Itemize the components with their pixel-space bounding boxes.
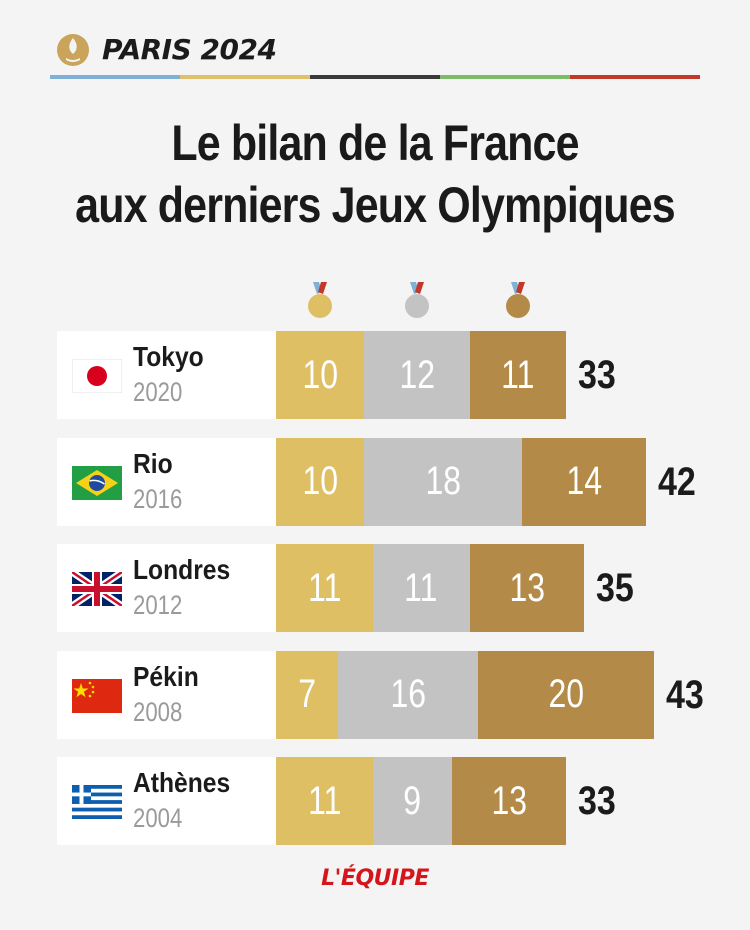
china-flag-icon (72, 678, 122, 713)
year-label: 2020 (133, 377, 183, 407)
bronze-value-label: 20 (548, 672, 585, 716)
city-label: Rio (133, 447, 173, 479)
lequipe-logo: L'ÉQUIPE (321, 866, 429, 891)
stripe-segment (50, 75, 180, 79)
brazil-flag-icon (72, 465, 122, 500)
city-label: Tokyo (133, 341, 204, 372)
chart-row: Londres 2012 11 11 13 35 (57, 544, 750, 632)
total-label: 33 (578, 779, 617, 823)
gold-value-label: 11 (307, 565, 342, 610)
header: PARIS 2024 (50, 28, 700, 84)
gold-bar-segment: 10 (276, 437, 364, 526)
paris-2024-logo-icon (57, 34, 89, 66)
medal-legend (0, 280, 750, 324)
total-label: 43 (666, 672, 705, 717)
total-label: 33 (578, 353, 617, 397)
stripe-segment (570, 75, 700, 79)
bronze-bar-segment: 11 (469, 331, 567, 419)
gold-value-label: 7 (297, 672, 316, 716)
gold-value-label: 10 (302, 352, 338, 397)
stripe-segment (440, 75, 570, 79)
silver-bar-segment: 18 (364, 437, 523, 526)
chart-title: Le bilan de la France aux derniers Jeux … (53, 112, 698, 236)
year-label: 2004 (133, 803, 183, 833)
silver-value-label: 9 (403, 778, 422, 823)
uk-flag-icon (72, 572, 122, 606)
year-label: 2016 (133, 483, 183, 514)
row-label: Londres 2012 (57, 544, 276, 632)
gold-bar-segment: 11 (276, 757, 373, 845)
bronze-value-label: 13 (491, 778, 527, 823)
bronze-bar-segment: 13 (452, 757, 567, 845)
gold-bar-segment: 11 (276, 544, 373, 632)
silver-bar-segment: 12 (364, 331, 470, 419)
color-stripe (50, 75, 700, 79)
chart-row: Rio 2016 10 18 14 42 (57, 437, 750, 526)
bronze-value-label: 13 (508, 565, 545, 610)
gold-value-label: 11 (307, 778, 342, 823)
bronze-bar-segment: 14 (522, 437, 646, 526)
silver-medal-icon (404, 282, 429, 318)
city-label: Londres (133, 554, 231, 585)
silver-value-label: 12 (398, 352, 435, 397)
chart-row: Athènes 2004 11 9 13 33 (57, 757, 750, 845)
chart-row: Tokyo 2020 10 12 11 33 (57, 331, 750, 419)
row-label: Rio 2016 (57, 437, 276, 526)
chart-row: Pékin 2008 7 16 20 43 (57, 650, 750, 739)
gold-medal-icon (308, 282, 332, 318)
year-label: 2008 (133, 696, 183, 727)
total-label: 35 (596, 566, 634, 610)
total-label: 42 (657, 459, 696, 504)
silver-bar-segment: 9 (372, 757, 452, 845)
year-label: 2012 (133, 590, 183, 620)
japan-flag-icon (72, 359, 122, 393)
gold-bar-segment: 10 (276, 331, 364, 419)
stripe-segment (180, 75, 310, 79)
bronze-bar-segment: 20 (478, 650, 655, 739)
city-label: Athènes (133, 767, 231, 798)
silver-value-label: 16 (390, 672, 426, 716)
city-label: Pékin (133, 660, 199, 692)
bronze-medal-icon (506, 282, 530, 318)
row-label: Tokyo 2020 (57, 331, 276, 419)
silver-bar-segment: 11 (372, 544, 470, 632)
silver-value-label: 18 (425, 459, 461, 503)
bronze-bar-segment: 13 (469, 544, 584, 632)
bronze-value-label: 11 (501, 352, 535, 397)
row-label: Athènes 2004 (57, 757, 276, 845)
title-line-1: Le bilan de la France (171, 115, 579, 171)
stripe-segment (310, 75, 440, 79)
row-label: Pékin 2008 (57, 650, 276, 739)
silver-value-label: 11 (404, 565, 438, 610)
gold-bar-segment: 7 (276, 650, 338, 739)
greece-flag-icon (72, 785, 122, 819)
gold-value-label: 10 (302, 459, 338, 503)
bronze-value-label: 14 (566, 459, 602, 503)
silver-bar-segment: 16 (337, 650, 479, 739)
title-line-2: aux derniers Jeux Olympiques (75, 177, 676, 233)
brand-title: PARIS 2024 (102, 33, 277, 66)
